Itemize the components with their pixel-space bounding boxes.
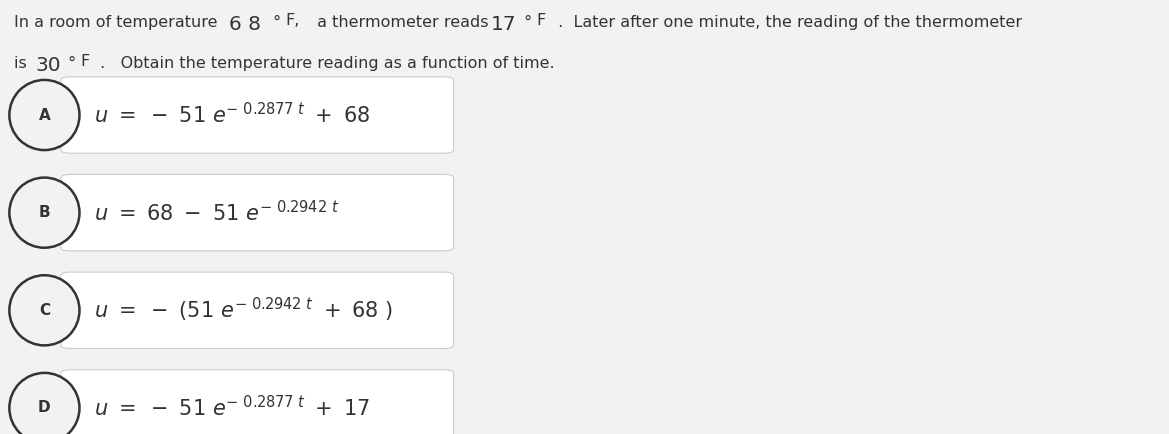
Ellipse shape <box>9 80 79 150</box>
Text: F: F <box>81 54 90 69</box>
FancyBboxPatch shape <box>61 174 454 251</box>
Text: D: D <box>39 401 50 415</box>
Text: In a room of temperature: In a room of temperature <box>14 15 222 30</box>
Text: .  Later after one minute, the reading of the thermometer: . Later after one minute, the reading of… <box>553 15 1022 30</box>
Ellipse shape <box>9 275 79 345</box>
FancyBboxPatch shape <box>61 77 454 153</box>
Text: B: B <box>39 205 50 220</box>
FancyBboxPatch shape <box>61 370 454 434</box>
Text: 6 8: 6 8 <box>229 15 261 34</box>
Text: F,: F, <box>285 13 299 28</box>
Text: is: is <box>14 56 32 72</box>
Text: .   Obtain the temperature reading as a function of time.: . Obtain the temperature reading as a fu… <box>95 56 554 72</box>
Text: a thermometer reads: a thermometer reads <box>312 15 493 30</box>
Ellipse shape <box>9 178 79 248</box>
Ellipse shape <box>9 373 79 434</box>
Text: °: ° <box>268 15 281 30</box>
Text: $u\ =\ -\ 51\ e^{-\ 0.2877\ t}\ +\ 17$: $u\ =\ -\ 51\ e^{-\ 0.2877\ t}\ +\ 17$ <box>94 395 369 421</box>
Text: $u\ =\ -\ 51\ e^{-\ 0.2877\ t}\ +\ 68$: $u\ =\ -\ 51\ e^{-\ 0.2877\ t}\ +\ 68$ <box>94 102 369 128</box>
Text: F: F <box>537 13 546 28</box>
Text: 17: 17 <box>491 15 517 34</box>
FancyBboxPatch shape <box>61 272 454 349</box>
Text: °: ° <box>519 15 532 30</box>
Text: $u\ =\ -\ (51\ e^{-\ 0.2942\ t}\ +\ 68\ )$: $u\ =\ -\ (51\ e^{-\ 0.2942\ t}\ +\ 68\ … <box>94 296 393 324</box>
Text: A: A <box>39 108 50 122</box>
Text: 30: 30 <box>35 56 61 76</box>
Text: $u\ =\ 68\ -\ 51\ e^{-\ 0.2942\ t}$: $u\ =\ 68\ -\ 51\ e^{-\ 0.2942\ t}$ <box>94 200 339 225</box>
Text: C: C <box>39 303 50 318</box>
Text: °: ° <box>63 56 76 72</box>
